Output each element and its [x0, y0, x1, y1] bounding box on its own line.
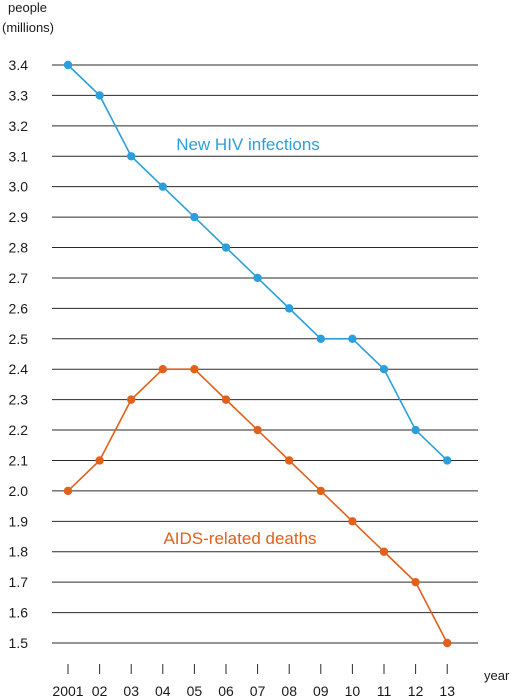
x-tick-label: 06	[218, 683, 234, 699]
x-tick-label: 11	[377, 683, 392, 699]
y-tick-label: 2.1	[9, 452, 29, 468]
x-tick-label: 2001	[52, 683, 83, 699]
data-point	[316, 334, 325, 343]
y-tick-label: 2.3	[9, 392, 29, 408]
series-line	[67, 368, 448, 644]
data-point	[95, 91, 104, 100]
data-point	[190, 365, 199, 374]
data-point	[221, 395, 231, 404]
x-tick-label: 02	[92, 683, 108, 699]
y-tick-label: 2.9	[9, 209, 29, 225]
data-point	[63, 60, 73, 70]
y-tick-label: 1.6	[9, 605, 29, 621]
x-tick-label: 08	[281, 683, 297, 699]
x-tick-label: 12	[408, 683, 424, 699]
y-tick-label: 2.6	[9, 300, 29, 316]
x-tick-label: 03	[123, 683, 139, 699]
y-tick-label: 2.8	[9, 240, 29, 256]
data-point	[221, 243, 231, 252]
x-tick-label: 09	[313, 683, 329, 699]
series-line	[67, 64, 448, 462]
y-tick-label: 3.1	[9, 148, 29, 164]
data-point	[316, 486, 325, 496]
y-tick-labels: 3.4 3.3 3.2 3.1 3.0 2.9 2.8 2.7 2.6 2.5 2.4 2.3 2.2 2…	[9, 57, 29, 651]
x-tick-label: 10	[345, 683, 361, 699]
series-label: New HIV infections	[176, 135, 320, 154]
data-point	[158, 182, 167, 191]
data-point	[190, 212, 199, 222]
y-tick-label: 2.0	[9, 483, 29, 499]
series-labels: New HIV infections AIDS-related deaths	[163, 135, 319, 548]
data-point	[411, 425, 420, 435]
y-tick-label: 1.9	[9, 513, 29, 529]
data-point	[348, 334, 357, 343]
data-point	[285, 456, 294, 465]
y-tick-label: 1.5	[9, 635, 29, 651]
data-point	[253, 425, 262, 435]
data-point	[95, 456, 104, 465]
gridlines	[52, 64, 478, 644]
data-point	[285, 304, 294, 313]
series-label: AIDS-related deaths	[163, 529, 316, 548]
y-tick-label: 3.4	[9, 57, 29, 73]
y-tick-label: 2.5	[9, 331, 29, 347]
data-point	[158, 365, 167, 374]
data-point	[443, 638, 452, 648]
x-tick-label: 07	[250, 683, 266, 699]
x-axis-label: year	[484, 668, 510, 683]
data-point	[127, 395, 136, 404]
y-tick-label: 2.2	[9, 422, 29, 438]
data-point	[379, 547, 389, 556]
x-tick-labels: 2001 02 03 04 05 06 07 08 09 10 11 12 13	[52, 664, 455, 699]
y-tick-label: 2.7	[9, 270, 29, 286]
x-tick-label: 05	[187, 683, 203, 699]
data-point	[127, 152, 136, 161]
y-tick-label: 3.3	[9, 87, 29, 103]
y-tick-label: 1.7	[9, 574, 29, 590]
data-point	[253, 273, 262, 283]
data-point	[348, 517, 357, 526]
data-point	[411, 577, 420, 587]
series-group	[63, 60, 452, 648]
y-axis-label-line2: (millions)	[2, 20, 54, 35]
y-axis-label-line1: people	[8, 0, 47, 15]
y-tick-label: 2.4	[9, 361, 29, 377]
y-tick-label: 1.8	[9, 544, 29, 560]
x-tick-label: 13	[439, 683, 455, 699]
data-point	[379, 365, 389, 374]
y-tick-label: 3.0	[9, 179, 29, 195]
data-point	[63, 486, 73, 496]
y-tick-label: 3.2	[9, 118, 29, 134]
data-point	[443, 456, 452, 465]
x-tick-label: 04	[155, 683, 171, 699]
